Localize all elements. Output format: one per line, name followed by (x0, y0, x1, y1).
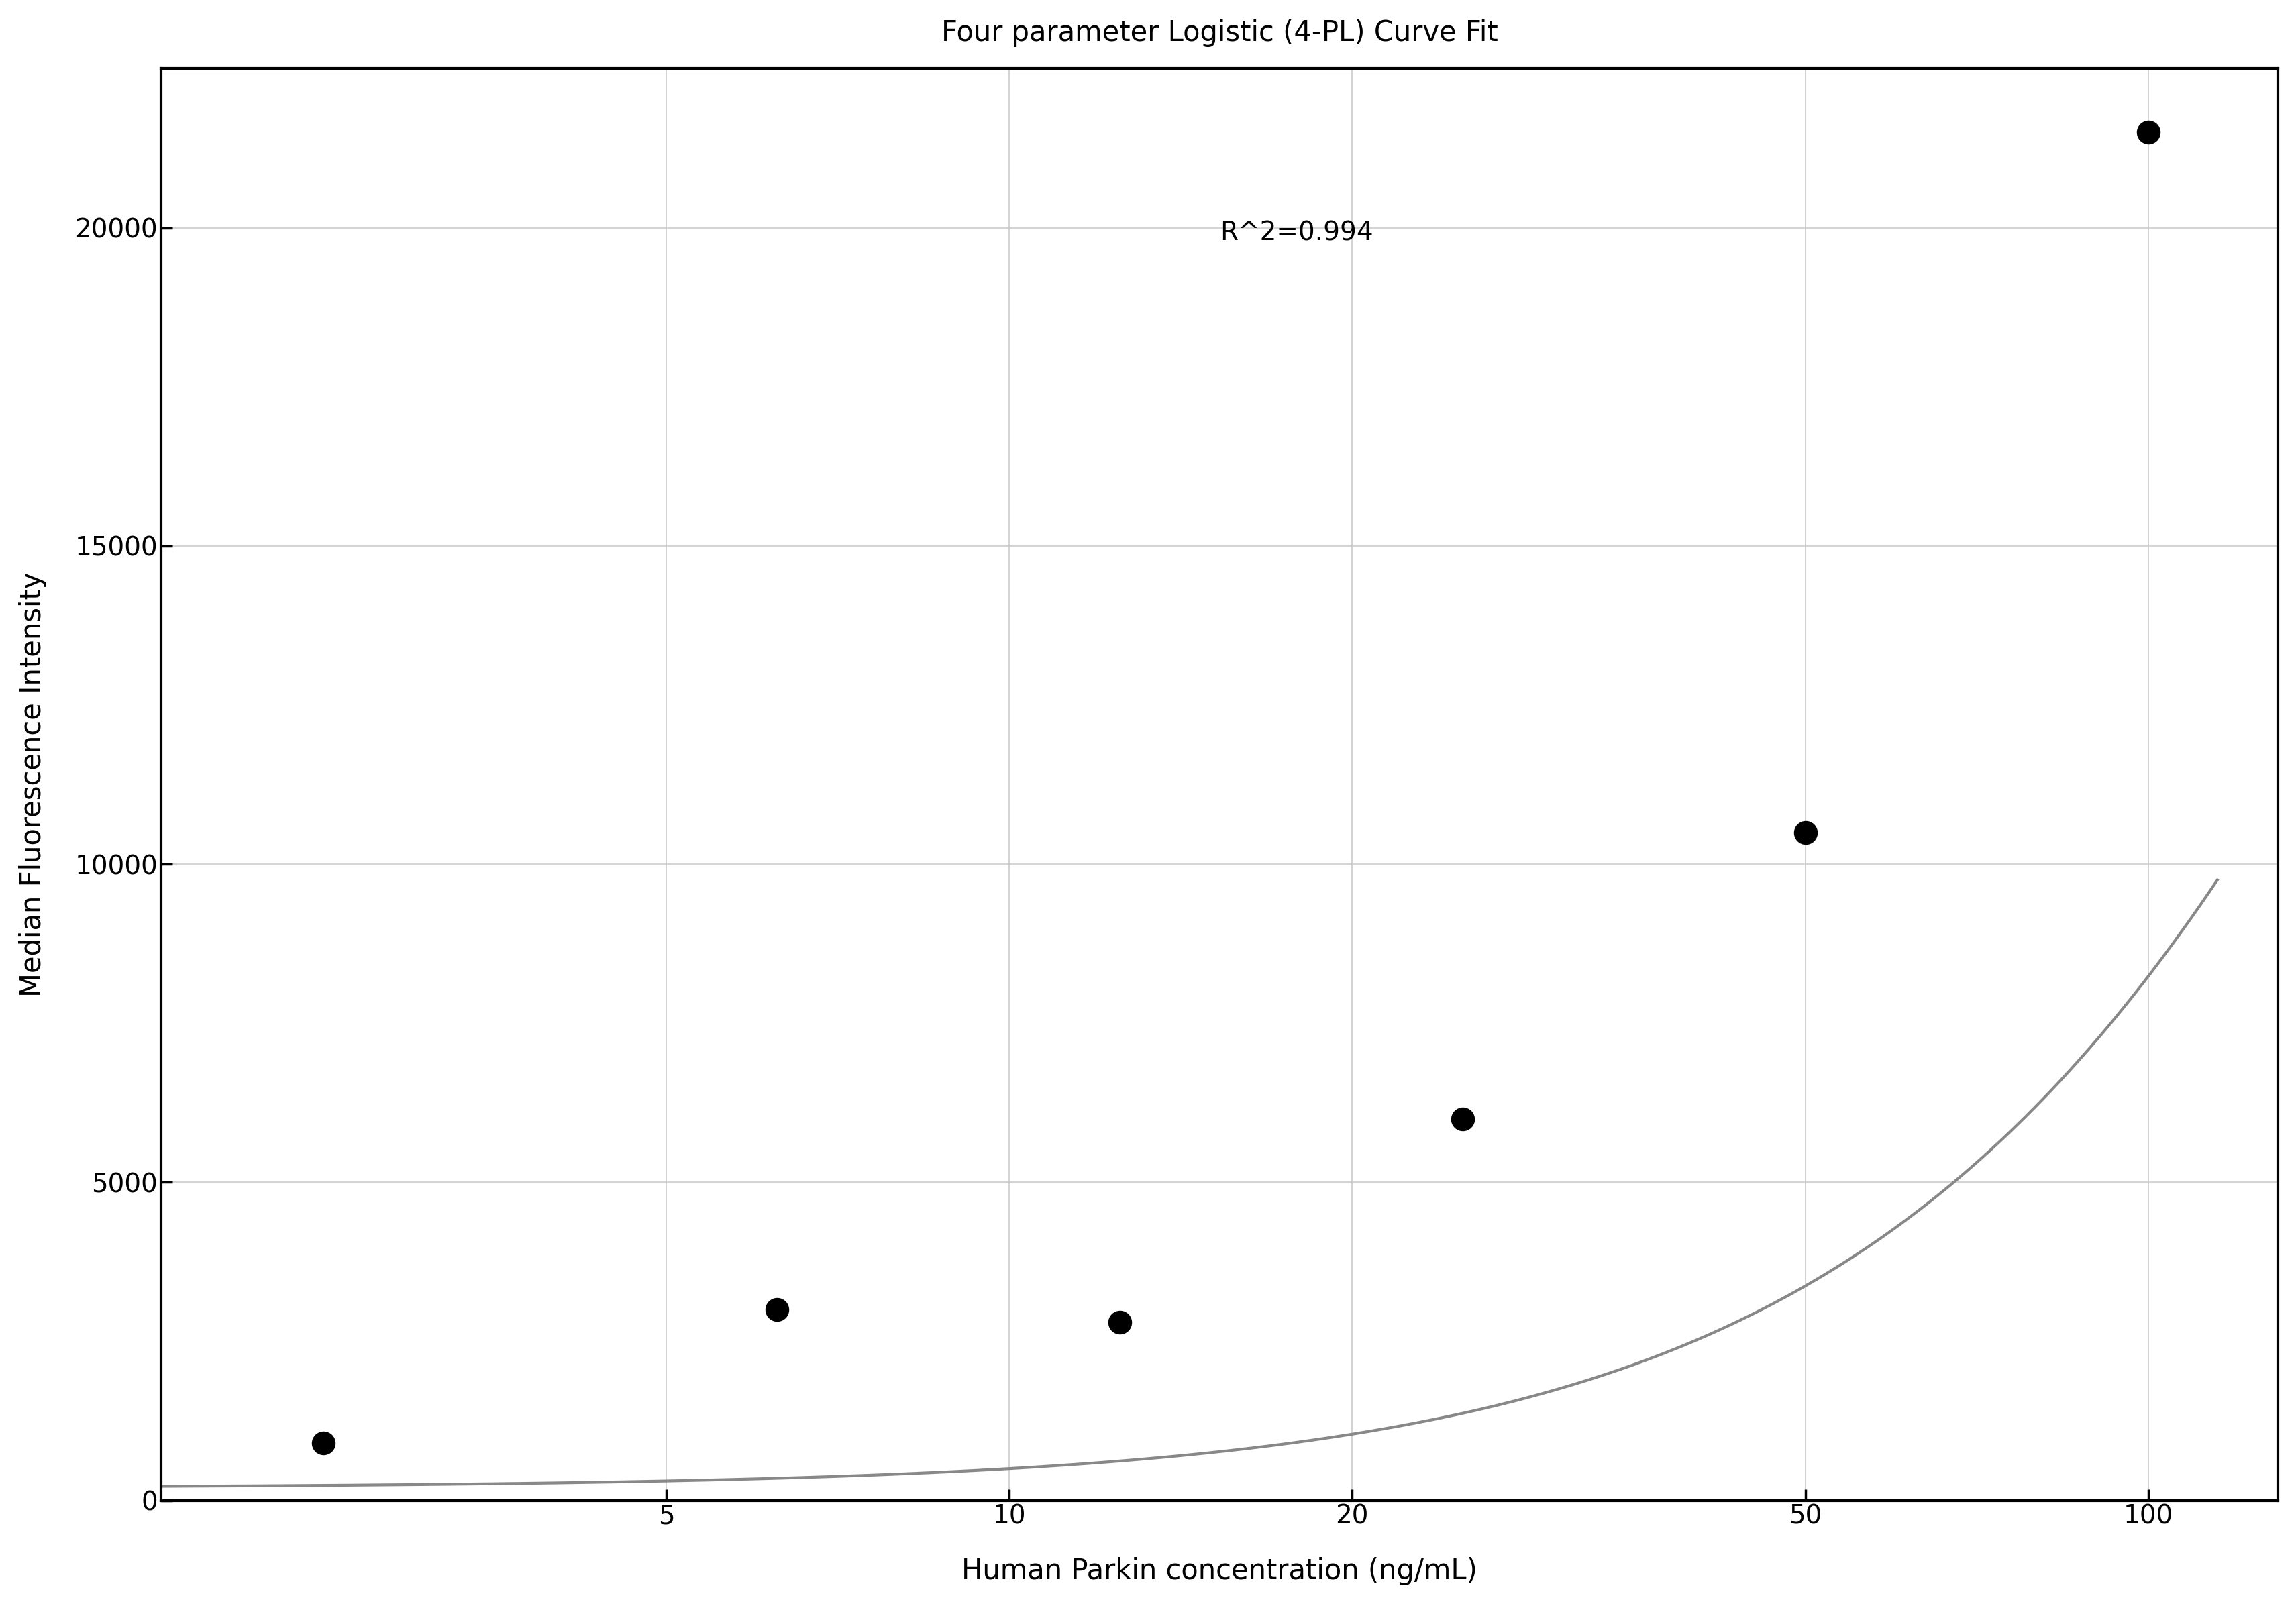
Point (305, 1431, 342, 1456)
Y-axis label: Median Fluorescence Intensity: Median Fluorescence Intensity (18, 573, 46, 998)
Title: Four parameter Logistic (4-PL) Curve Fit: Four parameter Logistic (4-PL) Curve Fit (941, 19, 1497, 47)
X-axis label: Human Parkin concentration (ng/mL): Human Parkin concentration (ng/mL) (962, 1557, 1476, 1585)
Point (1444, 1105, 1481, 1131)
Text: R^2=0.994: R^2=0.994 (1219, 220, 1373, 245)
Point (1786, 820, 1823, 845)
Point (1102, 1309, 1139, 1335)
Point (2128, 120, 2165, 146)
Point (758, 1296, 794, 1322)
